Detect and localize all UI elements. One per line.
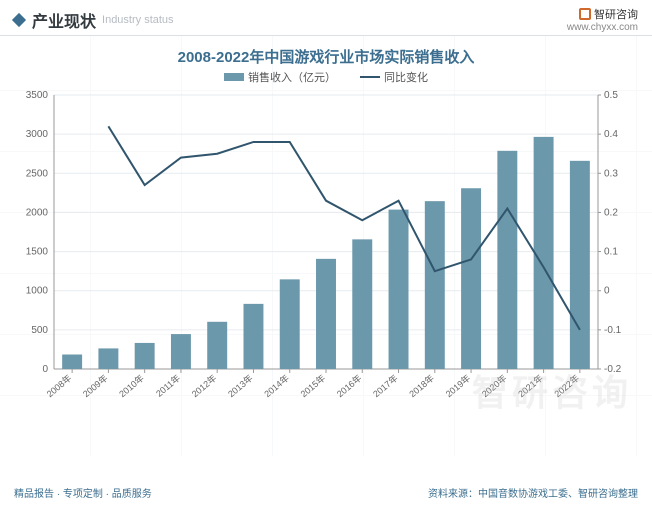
brand-icon [579, 8, 591, 20]
svg-text:2014年: 2014年 [262, 372, 291, 399]
svg-text:2500: 2500 [26, 168, 49, 179]
svg-text:2015年: 2015年 [298, 372, 327, 399]
svg-text:500: 500 [31, 325, 48, 336]
svg-text:2009年: 2009年 [80, 372, 109, 399]
bar [280, 279, 300, 369]
bar [243, 304, 263, 369]
chart-title: 2008-2022年中国游戏行业市场实际销售收入 [10, 46, 642, 67]
legend-bar-swatch [224, 73, 244, 81]
bar [62, 355, 82, 369]
header-title: 产业现状 [32, 8, 96, 32]
svg-text:2013年: 2013年 [225, 372, 254, 399]
svg-text:0.2: 0.2 [604, 207, 618, 218]
bar [570, 161, 590, 369]
svg-text:3000: 3000 [26, 129, 49, 140]
bar [534, 137, 554, 369]
svg-text:2017年: 2017年 [371, 372, 400, 399]
plot: 0 500 1000 1500 2000 2500 3000 3500 -0.2 -0.1 0 0.1… [10, 89, 642, 424]
legend: 销售收入（亿元） 同比变化 [10, 69, 642, 85]
chart-area: 2008-2022年中国游戏行业市场实际销售收入 销售收入（亿元） 同比变化 0… [0, 36, 652, 456]
svg-text:2000: 2000 [26, 207, 49, 218]
bar [352, 239, 372, 369]
svg-text:2012年: 2012年 [189, 372, 218, 399]
footer-left: 精品报告 · 专项定制 · 品质服务 [14, 485, 152, 500]
svg-text:2022年: 2022年 [552, 372, 581, 399]
header-right: 智研咨询 www.chyxx.com [567, 6, 638, 33]
bar [425, 201, 445, 369]
bar [98, 348, 118, 369]
svg-text:2020年: 2020年 [479, 372, 508, 399]
svg-text:2018年: 2018年 [407, 372, 436, 399]
svg-text:1500: 1500 [26, 247, 49, 258]
legend-line-swatch [360, 76, 380, 78]
legend-line-item: 同比变化 [360, 69, 428, 85]
svg-text:0.1: 0.1 [604, 247, 618, 258]
legend-bar-label: 销售收入（亿元） [248, 69, 336, 85]
svg-text:2016年: 2016年 [334, 372, 363, 399]
bar [135, 343, 155, 369]
svg-text:-0.2: -0.2 [604, 364, 622, 375]
bar [171, 334, 191, 369]
svg-text:0.5: 0.5 [604, 90, 618, 101]
bar [461, 188, 481, 369]
svg-text:2019年: 2019年 [443, 372, 472, 399]
svg-text:1000: 1000 [26, 286, 49, 297]
svg-text:2021年: 2021年 [516, 372, 545, 399]
header-bar: 产业现状 Industry status 智研咨询 www.chyxx.com [0, 0, 652, 36]
brand-row: 智研咨询 [567, 6, 638, 22]
footer-right: 资料来源：中国音数协游戏工委、智研咨询整理 [428, 485, 638, 500]
svg-text:3500: 3500 [26, 90, 49, 101]
svg-text:0: 0 [604, 286, 610, 297]
footer: 精品报告 · 专项定制 · 品质服务 资料来源：中国音数协游戏工委、智研咨询整理 [0, 481, 652, 506]
svg-text:2010年: 2010年 [117, 372, 146, 399]
header-left: 产业现状 Industry status [14, 8, 174, 32]
plot-svg: 0 500 1000 1500 2000 2500 3000 3500 -0.2 -0.1 0 0.1… [10, 89, 642, 424]
legend-line-label: 同比变化 [384, 69, 428, 85]
svg-text:0: 0 [42, 364, 48, 375]
bar [389, 210, 409, 369]
svg-text:2008年: 2008年 [44, 372, 73, 399]
bar [316, 259, 336, 369]
diamond-icon [12, 12, 26, 26]
bar [497, 151, 517, 369]
brand-name: 智研咨询 [594, 6, 638, 22]
header-subtitle: Industry status [102, 14, 174, 26]
svg-text:0.3: 0.3 [604, 168, 618, 179]
svg-text:2011年: 2011年 [153, 372, 182, 399]
bar [207, 322, 227, 369]
svg-text:0.4: 0.4 [604, 129, 618, 140]
brand-url: www.chyxx.com [567, 22, 638, 33]
legend-bar-item: 销售收入（亿元） [224, 69, 336, 85]
svg-text:-0.1: -0.1 [604, 325, 622, 336]
